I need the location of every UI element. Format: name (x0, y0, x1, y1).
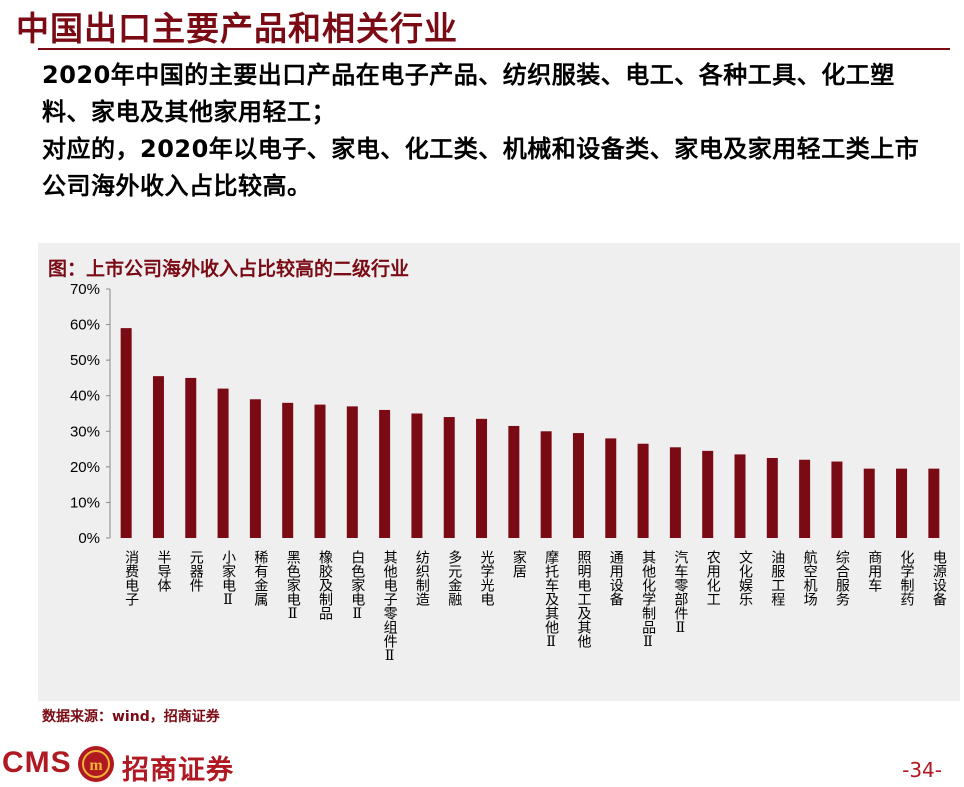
bar (605, 438, 617, 538)
bar (863, 468, 875, 538)
bar (734, 454, 746, 538)
category-label: 家居 (511, 549, 527, 578)
category-label: 照明电工及其他 (575, 550, 591, 649)
chart-caption: 图：上市公司海外收入占比较高的二级行业 (48, 258, 410, 280)
y-tick-label: 10% (70, 494, 100, 511)
category-label: 摩托车及其他Ⅱ (543, 549, 559, 650)
category-label: 纺织制造 (414, 550, 430, 607)
body-text: 2020年中国的主要出口产品在电子产品、纺织服装、电工、各种工具、化工塑料、家电… (42, 57, 942, 205)
bar (185, 377, 197, 538)
bar (799, 459, 811, 538)
source-note: 数据来源：wind，招商证券 (42, 709, 220, 725)
page-number: -34- (902, 758, 942, 782)
chart-panel: 图：上市公司海外收入占比较高的二级行业 0% 10% 20% 30% 40% 50% 60%… (38, 243, 960, 701)
category-label: 电源设备 (931, 550, 947, 606)
bar (152, 376, 164, 538)
category-label: 农用化工 (705, 550, 721, 606)
bar (346, 406, 358, 538)
bar (120, 328, 132, 538)
slide-title: 中国出口主要产品和相关行业 (16, 9, 458, 48)
bar (896, 468, 908, 538)
bar (249, 399, 261, 538)
bar (928, 468, 940, 538)
category-label: 黑色家电Ⅱ (285, 550, 301, 622)
bar (411, 413, 423, 538)
category-label: 商用车 (866, 550, 882, 592)
bar (637, 443, 649, 538)
bar (282, 402, 294, 538)
bullet-paragraph-2: 对应的，2020年以电子、家电、化工类、机械和设备类、家电及家用轻工类上市公司海… (42, 135, 920, 200)
title-divider (38, 48, 950, 50)
category-label: 稀有金属 (252, 550, 268, 606)
category-label: 小家电Ⅱ (220, 550, 236, 608)
y-tick-label: 0% (78, 530, 100, 547)
y-tick-label: 50% (70, 352, 100, 369)
category-label: 橡胶及制品 (317, 550, 333, 620)
brand-latin: CMS (2, 746, 72, 779)
y-tick-label: 40% (70, 388, 100, 405)
bar (476, 418, 488, 538)
category-label: 其他化学制品Ⅱ (640, 550, 656, 650)
category-label: 多元金融 (446, 549, 462, 606)
category-label: 光学光电 (479, 550, 495, 606)
bar (443, 417, 455, 538)
y-tick-label: 30% (70, 423, 100, 440)
category-label: 油服工程 (769, 550, 785, 607)
bar (217, 388, 229, 538)
bar (540, 431, 552, 538)
brand-chinese-name: 招商证券 (122, 755, 234, 786)
cms-logo-icon: m (78, 746, 114, 782)
bar (572, 433, 584, 538)
category-label: 通用设备 (608, 550, 624, 606)
category-label: 元器件 (188, 550, 204, 592)
category-label: 综合服务 (834, 550, 850, 606)
y-tick-label: 60% (70, 317, 100, 334)
category-label: 航空机场 (802, 550, 818, 607)
bar (669, 447, 681, 538)
bar-chart: 0% 10% 20% 30% 40% 50% 60% 70% 消费电子 半导体 元器件 小家电Ⅱ 稀有金… (70, 281, 947, 664)
category-label: 文化娱乐 (737, 550, 753, 606)
bar (314, 404, 326, 538)
y-tick-label: 70% (70, 281, 100, 298)
svg-text:m: m (89, 757, 103, 774)
category-label: 化学制药 (899, 550, 915, 606)
bar (702, 450, 714, 538)
category-label: 白色家电Ⅱ (349, 550, 365, 622)
category-label: 汽车零部件Ⅱ (672, 550, 688, 636)
category-label: 半导体 (155, 550, 171, 592)
bar (508, 425, 520, 538)
bar (379, 409, 391, 538)
category-label: 消费电子 (123, 550, 139, 606)
bar (766, 457, 778, 538)
category-label: 其他电子零组件Ⅱ (382, 550, 398, 664)
bullet-paragraph-1: 2020年中国的主要出口产品在电子产品、纺织服装、电工、各种工具、化工塑料、家电… (42, 61, 895, 126)
bar (831, 461, 843, 538)
y-tick-label: 20% (70, 459, 100, 476)
